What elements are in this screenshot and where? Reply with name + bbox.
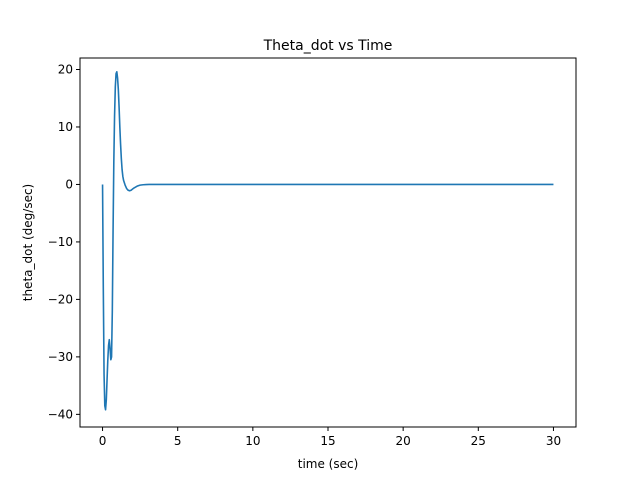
- y-tick-label: 20: [58, 62, 73, 76]
- y-axis-label: theta_dot (deg/sec): [21, 184, 35, 302]
- x-tick-label: 5: [174, 434, 182, 448]
- y-tick-label: −10: [48, 235, 73, 249]
- x-tick-label: 25: [471, 434, 486, 448]
- x-tick-label: 0: [99, 434, 107, 448]
- y-tick-label: −20: [48, 292, 73, 306]
- x-tick-label: 30: [546, 434, 561, 448]
- y-tick-label: −30: [48, 350, 73, 364]
- x-tick-label: 10: [245, 434, 260, 448]
- y-tick-label: 0: [65, 177, 73, 191]
- x-axis-ticks: 0 5 10 15 20 25 30: [99, 427, 561, 448]
- series-line-1: [101, 70, 554, 411]
- x-tick-label: 20: [396, 434, 411, 448]
- x-tick-label: 15: [320, 434, 335, 448]
- y-axis-ticks: −40 −30 −20 −10 0 10 20: [48, 62, 80, 421]
- x-axis-label: time (sec): [298, 457, 359, 471]
- plot-layer: [101, 70, 554, 411]
- y-tick-label: 10: [58, 120, 73, 134]
- chart-title: Theta_dot vs Time: [263, 38, 393, 54]
- y-tick-label: −40: [48, 407, 73, 421]
